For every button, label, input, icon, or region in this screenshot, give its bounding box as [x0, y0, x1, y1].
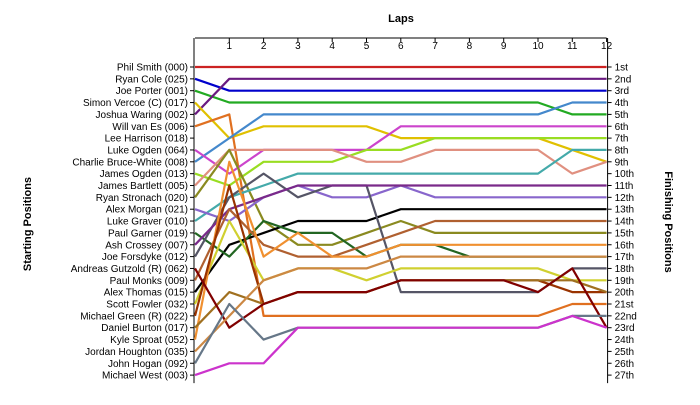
finishing-position-label: 14th: [615, 217, 634, 228]
series-line-9: [194, 137, 607, 187]
driver-label: Charlie Bruce-White (008): [72, 157, 188, 168]
finishing-position-label: 7th: [615, 134, 629, 145]
finishing-position-label: 23rd: [615, 323, 635, 334]
finishing-position-label: 6th: [615, 122, 629, 133]
series-line-13: [194, 184, 607, 223]
driver-label: Ash Crossey (007): [105, 240, 188, 251]
driver-label: Joe Porter (001): [116, 86, 188, 97]
driver-label: Joe Forsdyke (012): [102, 252, 188, 263]
finishing-position-label: 11th: [615, 181, 634, 192]
series-line-23: [194, 267, 608, 329]
driver-label: Ryan Stronach (020): [96, 193, 188, 204]
finishing-position-label: 24th: [615, 335, 634, 346]
driver-label: Jordan Houghton (035): [85, 347, 188, 358]
finishing-position-label: 27th: [615, 371, 634, 382]
series-line-3: [194, 89, 607, 116]
finishing-position-label: 25th: [615, 347, 634, 358]
finishing-position-label: 22nd: [615, 311, 637, 322]
x-tick-label: 12: [601, 41, 613, 52]
finishing-position-label: 16th: [615, 240, 634, 251]
x-tick-label: 3: [295, 41, 301, 52]
series-line-26: [194, 314, 607, 377]
series-lines: [193, 65, 608, 377]
finishing-position-label: 10th: [615, 169, 634, 180]
series-line-12: [194, 148, 607, 222]
series-line-7: [194, 101, 607, 163]
finishing-position-label: 20th: [615, 288, 634, 299]
driver-label: Will van Es (006): [112, 122, 188, 133]
driver-label: Phil Smith (000): [117, 63, 188, 74]
finishing-position-labels: 1st2nd3rd4th5th6th7th8th9th10th11th12th1…: [607, 63, 637, 382]
finishing-position-label: 3rd: [615, 86, 629, 97]
starting-grid-labels: Phil Smith (000)Ryan Cole (025)Joe Porte…: [71, 63, 194, 382]
finishing-position-label: 12th: [615, 193, 634, 204]
series-line-18: [194, 208, 607, 281]
x-tick-label: 7: [432, 41, 438, 52]
finishing-position-label: 19th: [615, 276, 634, 287]
driver-label: Alex Morgan (021): [106, 205, 188, 216]
driver-label: Luke Graver (010): [107, 217, 188, 228]
driver-label: Kyle Sproat (052): [110, 335, 188, 346]
x-tick-label: 9: [501, 41, 507, 52]
driver-label: Scott Fowler (032): [106, 300, 188, 311]
series-line-10: [194, 148, 607, 187]
series-line-14: [194, 208, 607, 293]
driver-label: Luke Ogden (064): [107, 145, 188, 156]
finishing-position-label: 8th: [615, 145, 629, 156]
series-line-2: [194, 77, 607, 92]
x-tick-labels: 1 2 3 4 5 6 7 8 9 10 11 12: [227, 38, 613, 52]
finishing-position-label: 26th: [615, 359, 634, 370]
finishing-position-label: 18th: [615, 264, 634, 275]
driver-label: James Ogden (013): [100, 169, 188, 180]
x-tick-label: 8: [467, 41, 473, 52]
x-tick-label: 4: [329, 41, 335, 52]
driver-label: Michael West (003): [102, 371, 188, 382]
x-tick-label: 2: [261, 41, 267, 52]
series-line-17: [194, 184, 607, 246]
driver-label: Andreas Gutzold (R) (062): [71, 264, 188, 275]
x-tick-label: 11: [567, 41, 578, 52]
series-line-24: [194, 255, 607, 353]
driver-label: Ryan Cole (025): [115, 74, 188, 85]
right-axis-title: Finishing Positions: [662, 171, 674, 272]
series-line-20: [193, 160, 607, 340]
finishing-position-label: 17th: [615, 252, 634, 263]
finishing-position-label: 4th: [615, 98, 629, 109]
finishing-position-label: 5th: [615, 110, 629, 121]
driver-label: John Hogan (092): [108, 359, 188, 370]
x-tick-label: 5: [364, 41, 370, 52]
finishing-position-label: 13th: [615, 205, 634, 216]
driver-label: Simon Vercoe (C) (017): [83, 98, 188, 109]
driver-label: Daniel Burton (017): [101, 323, 188, 334]
x-axis-title: Laps: [388, 13, 414, 25]
driver-label: Paul Garner (019): [108, 228, 188, 239]
finishing-position-label: 1st: [615, 63, 629, 74]
finishing-position-label: 2nd: [615, 74, 632, 85]
driver-label: Alex Thomas (015): [104, 288, 188, 299]
driver-label: James Bartlett (005): [98, 181, 188, 192]
finishing-position-label: 9th: [615, 157, 629, 168]
x-tick-label: 1: [227, 41, 233, 52]
driver-label: Joshua Waring (002): [96, 110, 188, 121]
finishing-position-label: 21st: [615, 300, 634, 311]
x-tick-label: 10: [532, 41, 544, 52]
series-line-4: [194, 77, 607, 116]
driver-label: Paul Monks (009): [110, 276, 188, 287]
finishing-position-label: 15th: [615, 228, 634, 239]
series-line-6: [194, 113, 607, 317]
left-axis-title: Starting Positions: [22, 177, 34, 271]
driver-label: Michael Green (R) (022): [80, 311, 188, 322]
x-tick-label: 6: [398, 41, 404, 52]
driver-label: Lee Harrison (018): [105, 134, 188, 145]
